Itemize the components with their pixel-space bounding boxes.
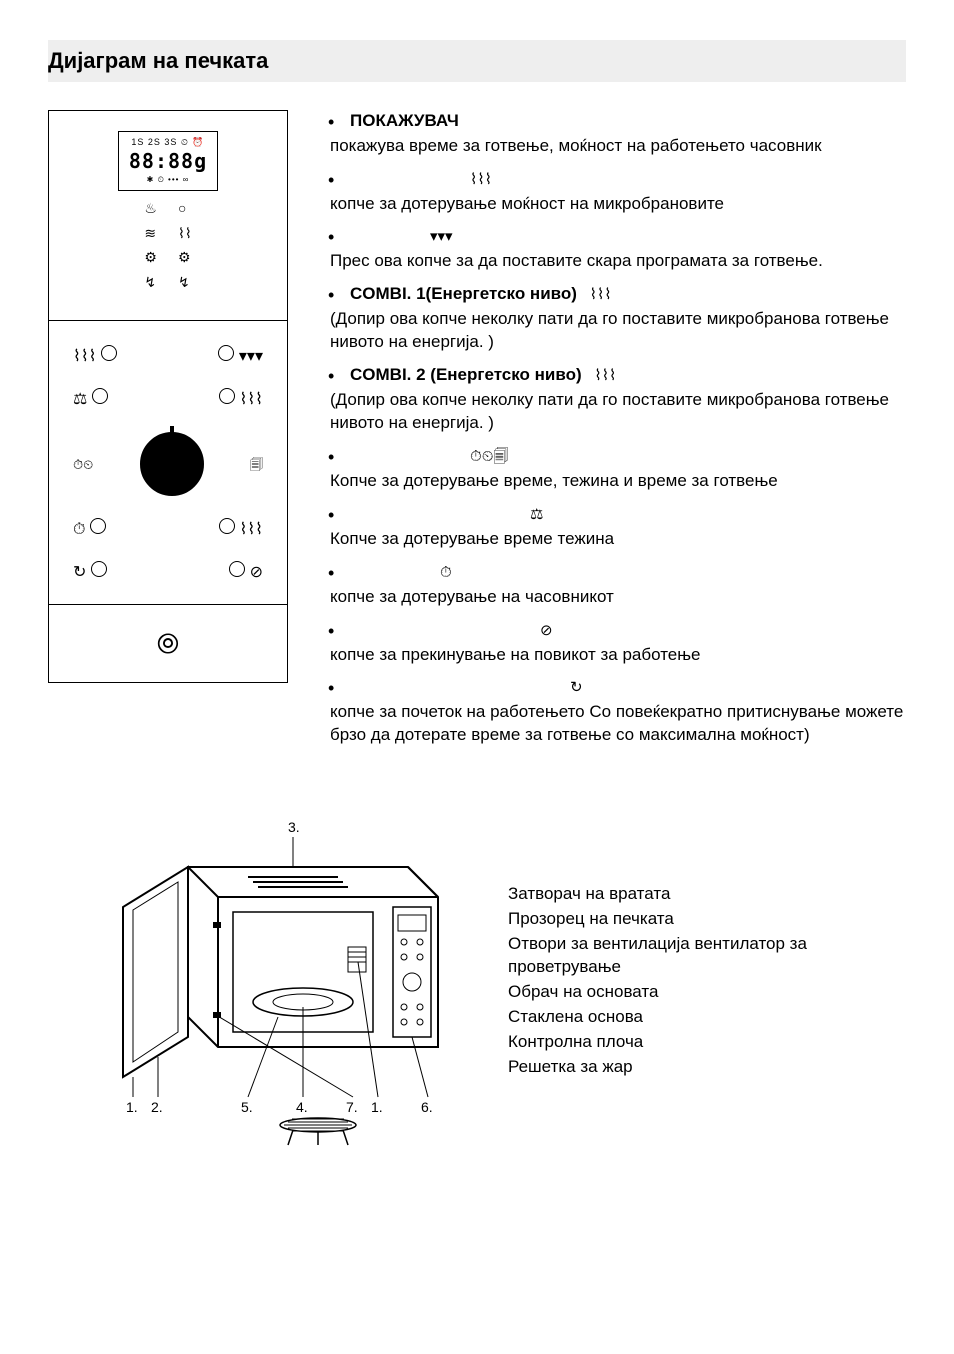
desc-body-5: Копче за дотерување време, тежина и врем… [330, 470, 906, 493]
start-icon: ↻ [73, 561, 107, 584]
desc-body-7: копче за дотерување на часовникот [330, 586, 906, 609]
part-line-4: Стаклена основа [508, 1006, 906, 1029]
desc-item-8: ⊘ копче за прекинување на повикот за раб… [316, 619, 906, 667]
dial-knob [140, 432, 204, 496]
desc-body-0: покажува време за готвење, моќност на ра… [330, 135, 906, 158]
combi1-icon: ⌇⌇⌇ [219, 388, 263, 411]
part-line-6: Решетка за жар [508, 1056, 906, 1079]
display-digits: 88:88g [123, 148, 213, 175]
panel-divider [49, 320, 287, 321]
description-list: ПОКАЖУВАЧ покажува време за готвење, моќ… [316, 110, 906, 748]
btn-row-4: ↻ ⊘ [63, 561, 273, 584]
desc-icons-8: ⊘ [540, 622, 553, 639]
weight-icon: ⚖ [73, 388, 108, 411]
desc-body-4: (Допир ова копче неколку пати да го пост… [330, 389, 906, 435]
desc-icons-6: ⚖ [530, 506, 543, 523]
desc-body-3: (Допир ова копче неколку пати да го пост… [330, 308, 906, 354]
desc-item-2: ▾▾▾ Прес ова копче за да поставите скара… [316, 225, 906, 273]
desc-item-3: COMBI. 1(Енергетско ниво) ⌇⌇⌇ (Допир ова… [316, 283, 906, 354]
desc-body-9: копче за почеток на работењето Со повеќе… [330, 701, 906, 747]
part-line-2: Отвори за вентилација вентилатор за пров… [508, 933, 906, 979]
desc-icons-9: ↻ [570, 679, 583, 696]
btn-row-2: ⚖ ⌇⌇⌇ [63, 388, 273, 411]
dish-icon: ⚙ [144, 248, 158, 267]
desc-body-2: Прес ова копче за да поставите скара про… [330, 250, 906, 273]
clock-icon: ⏱ [73, 518, 106, 541]
desc-item-5: ⏱⏲🗐 Копче за дотерување време, тежина и … [316, 445, 906, 493]
parts-list: Затворач на вратата Прозорец на печката … [508, 881, 906, 1081]
desc-head-0: ПОКАЖУВАЧ [350, 111, 459, 130]
desc-icons-5: ⏱⏲🗐 [470, 448, 508, 465]
combi2-icon: ⌇⌇⌇ [219, 518, 263, 541]
wave-icon: ≋ [144, 224, 158, 243]
circle-icon: ○ [178, 199, 192, 218]
steam-icon: ⌇⌇ [178, 224, 192, 243]
desc-icons-2: ▾▾▾ [430, 228, 453, 245]
oven-label-4: 4. [296, 1099, 308, 1115]
desc-body-6: Копче за дотерување време тежина [330, 528, 906, 551]
grill-rack-icon [280, 1118, 356, 1145]
btn-row-1: ⌇⌇⌇ ▾▾▾ [63, 345, 273, 368]
oven-label-3: 3. [288, 819, 300, 835]
bottom-section: 3. 1. 2. 5. 4. 7. 1. 6. Затворач на врат… [48, 807, 906, 1154]
copy-icon: 🗐 [250, 456, 263, 474]
display-top-row: 1S 2S 3S ⏲ ⏰ [123, 136, 213, 148]
stop-icon: ⊘ [229, 561, 263, 584]
oven-label-6: 6. [421, 1099, 433, 1115]
control-panel-diagram: 1S 2S 3S ⏲ ⏰ 88:88g ✱ ⏲ ••• ∞ ♨ ○ ≋ ⌇⌇ ⚙… [48, 110, 288, 684]
oven-label-5: 5. [241, 1099, 253, 1115]
leaf-icon: ↯ [178, 273, 192, 292]
display-unit: 1S 2S 3S ⏲ ⏰ 88:88g ✱ ⏲ ••• ∞ [118, 131, 218, 191]
micro-icon: ⌇⌇⌇ [73, 345, 117, 368]
part-line-0: Затворач на вратата [508, 883, 906, 906]
grill-icon: ▾▾▾ [218, 345, 263, 368]
display-bot-row: ✱ ⏲ ••• ∞ [123, 175, 213, 186]
clock-meta-icon: ⏱⏲ [73, 456, 93, 474]
btn-row-3: ⏱ ⌇⌇⌇ [63, 518, 273, 541]
touch-icon: ⦾ [49, 604, 287, 683]
desc-item-4: COMBI. 2 (Eнергетско ниво) ⌇⌇⌇ (Допир ов… [316, 364, 906, 435]
page-title: Дијаграм на печката [48, 46, 906, 76]
description-column: ПОКАЖУВАЧ покажува време за готвење, моќ… [316, 110, 906, 758]
oven-label-7: 7. [346, 1099, 358, 1115]
part-line-3: Обрач на основата [508, 981, 906, 1004]
cup-icon: ♨ [144, 199, 158, 218]
mini-icons-grid: ♨ ○ ≋ ⌇⌇ ⚙ ⚙ ↯ ↯ [144, 199, 191, 293]
desc-icons-4: ⌇⌇⌇ [594, 367, 616, 384]
top-section: 1S 2S 3S ⏲ ⏰ 88:88g ✱ ⏲ ••• ∞ ♨ ○ ≋ ⌇⌇ ⚙… [48, 110, 906, 758]
desc-icons-7: ⏱ [440, 564, 452, 581]
desc-body-8: копче за прекинување на повикот за работ… [330, 644, 906, 667]
part-line-1: Прозорец на печката [508, 908, 906, 931]
desc-item-0: ПОКАЖУВАЧ покажува време за готвење, моќ… [316, 110, 906, 158]
desc-item-6: ⚖ Копче за дотерување време тежина [316, 503, 906, 551]
dish2-icon: ⚙ [178, 248, 192, 267]
desc-icons-1: ⌇⌇⌇ [470, 171, 492, 188]
oven-svg: 3. 1. 2. 5. 4. 7. 1. 6. [48, 807, 468, 1147]
desc-item-7: ⏱ копче за дотерување на часовникот [316, 561, 906, 609]
title-bar: Дијаграм на печката [48, 40, 906, 82]
part-line-5: Контролна плоча [508, 1031, 906, 1054]
oven-label-2: 2. [151, 1099, 163, 1115]
dial-area: ⏱⏲ 🗐 [63, 432, 273, 496]
desc-head-4: COMBI. 2 (Eнергетско ниво) [350, 365, 582, 384]
oven-drawing: 3. 1. 2. 5. 4. 7. 1. 6. [48, 807, 468, 1154]
oven-label-1: 1. [126, 1099, 138, 1115]
desc-head-3: COMBI. 1(Енергетско ниво) [350, 284, 577, 303]
desc-item-1: ⌇⌇⌇ копче за дотерување моќност на микро… [316, 168, 906, 216]
drop-icon: ↯ [144, 273, 158, 292]
oven-label-1b: 1. [371, 1099, 383, 1115]
desc-icons-3: ⌇⌇⌇ [590, 286, 612, 303]
desc-item-9: ↻ копче за почеток на работењето Со пове… [316, 676, 906, 747]
desc-body-1: копче за дотерување моќност на микробран… [330, 193, 906, 216]
